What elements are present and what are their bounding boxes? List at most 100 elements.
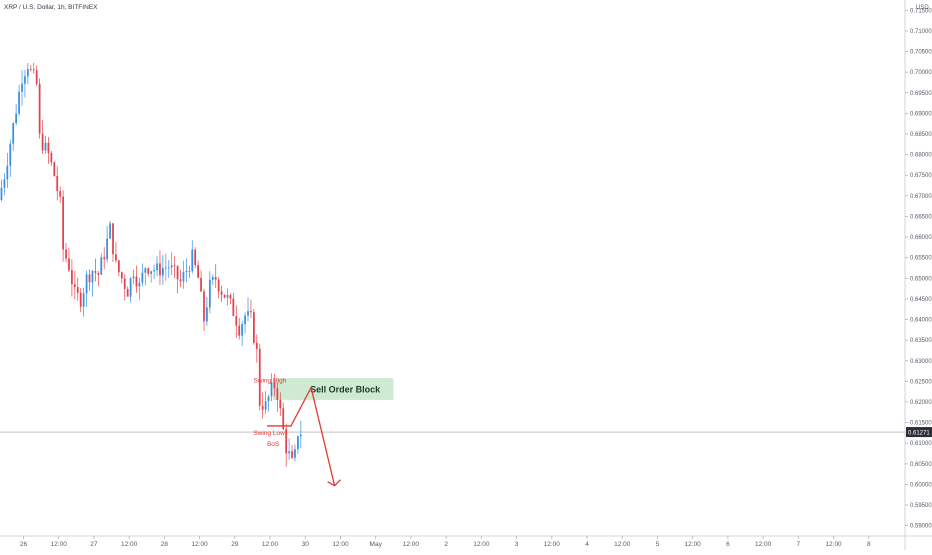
y-tick-label: 0.61000 bbox=[910, 441, 932, 447]
candle-body bbox=[253, 312, 255, 343]
y-tick-label: 0.60000 bbox=[910, 482, 932, 488]
y-tick-label: 0.65500 bbox=[910, 256, 932, 262]
candle-body bbox=[50, 152, 53, 163]
x-tick-label: May bbox=[370, 541, 383, 548]
candle-body bbox=[229, 294, 232, 299]
candle-body bbox=[299, 434, 302, 437]
candle-body bbox=[144, 268, 147, 273]
candle-body bbox=[112, 223, 114, 255]
y-tick-label: 0.61500 bbox=[910, 421, 932, 427]
zone-layer bbox=[272, 378, 394, 400]
sell-order-block-zone bbox=[272, 378, 394, 400]
y-tick-label: 0.69500 bbox=[910, 91, 932, 97]
candle-body bbox=[220, 291, 223, 295]
candle-body bbox=[29, 69, 32, 70]
candle-body bbox=[214, 276, 217, 280]
y-tick-label: 0.66000 bbox=[910, 235, 932, 241]
candle-body bbox=[191, 249, 194, 272]
projection-arrow-head bbox=[327, 479, 342, 487]
candle-body bbox=[106, 238, 109, 260]
candle-body bbox=[241, 324, 244, 336]
x-tick-label: 8 bbox=[867, 541, 871, 548]
candle-body bbox=[65, 249, 67, 259]
x-tick-label: 12:00 bbox=[544, 541, 561, 548]
y-tick-label: 0.67500 bbox=[910, 173, 932, 179]
x-tick-label: 5 bbox=[656, 541, 660, 548]
candle-body bbox=[97, 272, 100, 275]
swing-low-label: Swing Low bbox=[253, 430, 285, 437]
y-tick-label: 0.70500 bbox=[910, 50, 932, 56]
candle-body bbox=[226, 294, 229, 298]
candle-body bbox=[15, 113, 18, 124]
candle-body bbox=[27, 69, 29, 77]
candle-body bbox=[35, 70, 38, 84]
candle-layer bbox=[0, 62, 302, 467]
x-tick-label: 28 bbox=[161, 541, 169, 548]
x-tick-label: 4 bbox=[585, 541, 589, 548]
candle-body bbox=[141, 272, 144, 283]
candle-body bbox=[291, 451, 293, 458]
candle-body bbox=[197, 265, 199, 278]
candle-body bbox=[270, 382, 273, 397]
candle-body bbox=[238, 325, 241, 336]
candle-body bbox=[94, 271, 97, 273]
candle-body bbox=[85, 274, 88, 294]
candle-body bbox=[179, 279, 182, 282]
y-tick-label: 0.59500 bbox=[910, 503, 932, 509]
x-tick-label: 6 bbox=[726, 541, 730, 548]
y-tick-label: 0.67000 bbox=[910, 194, 932, 200]
candle-body bbox=[208, 279, 211, 308]
candle-body bbox=[109, 223, 111, 239]
candle-body bbox=[176, 266, 179, 280]
y-tick-label: 0.59000 bbox=[910, 524, 932, 530]
x-tick-label: 12:00 bbox=[262, 541, 279, 548]
y-tick-label: 0.64000 bbox=[910, 318, 932, 324]
candle-body bbox=[232, 298, 235, 316]
candle-body bbox=[282, 408, 285, 430]
candle-body bbox=[200, 277, 202, 292]
swing-high-label: Swing High bbox=[253, 378, 286, 385]
candle-body bbox=[167, 267, 170, 269]
candle-body bbox=[159, 263, 161, 276]
candle-body bbox=[56, 176, 59, 192]
candle-body bbox=[153, 270, 155, 272]
candle-body bbox=[21, 83, 23, 92]
y-tick-label: 0.63000 bbox=[910, 359, 932, 365]
candle-body bbox=[76, 287, 79, 293]
x-tick-label: 12:00 bbox=[121, 541, 138, 548]
x-tick-label: 7 bbox=[797, 541, 801, 548]
candle-body bbox=[62, 196, 64, 250]
candle-body bbox=[129, 278, 132, 297]
candle-body bbox=[273, 382, 276, 389]
candle-body bbox=[6, 165, 9, 180]
candle-body bbox=[247, 311, 249, 316]
candle-body bbox=[261, 405, 264, 410]
candle-body bbox=[3, 179, 6, 188]
candle-body bbox=[173, 265, 176, 267]
candle-body bbox=[170, 265, 173, 268]
candle-body bbox=[115, 254, 117, 261]
candle-body bbox=[135, 276, 138, 287]
y-tick-label: 0.65000 bbox=[910, 276, 932, 282]
y-tick-label: 0.71000 bbox=[910, 29, 932, 35]
candle-body bbox=[279, 399, 282, 409]
candle-body bbox=[100, 257, 103, 275]
candle-body bbox=[223, 294, 226, 298]
y-tick-label: 0.71500 bbox=[910, 8, 932, 14]
candle-body bbox=[294, 449, 296, 458]
chart-title: XRP / U.S. Dollar, 1h, BITFINEX bbox=[4, 4, 98, 11]
candle-body bbox=[164, 267, 167, 269]
bos-label: BoS bbox=[267, 441, 280, 448]
x-tick-label: 27 bbox=[90, 541, 98, 548]
candle-body bbox=[211, 276, 214, 280]
candle-body bbox=[32, 69, 35, 71]
candle-body bbox=[150, 271, 153, 274]
candle-body bbox=[285, 429, 288, 454]
candle-body bbox=[264, 401, 267, 410]
annotation-layer: Sell Order Block Swing High Swing Low BoS bbox=[253, 378, 381, 487]
candle-body bbox=[123, 278, 126, 289]
candle-body bbox=[88, 274, 91, 283]
